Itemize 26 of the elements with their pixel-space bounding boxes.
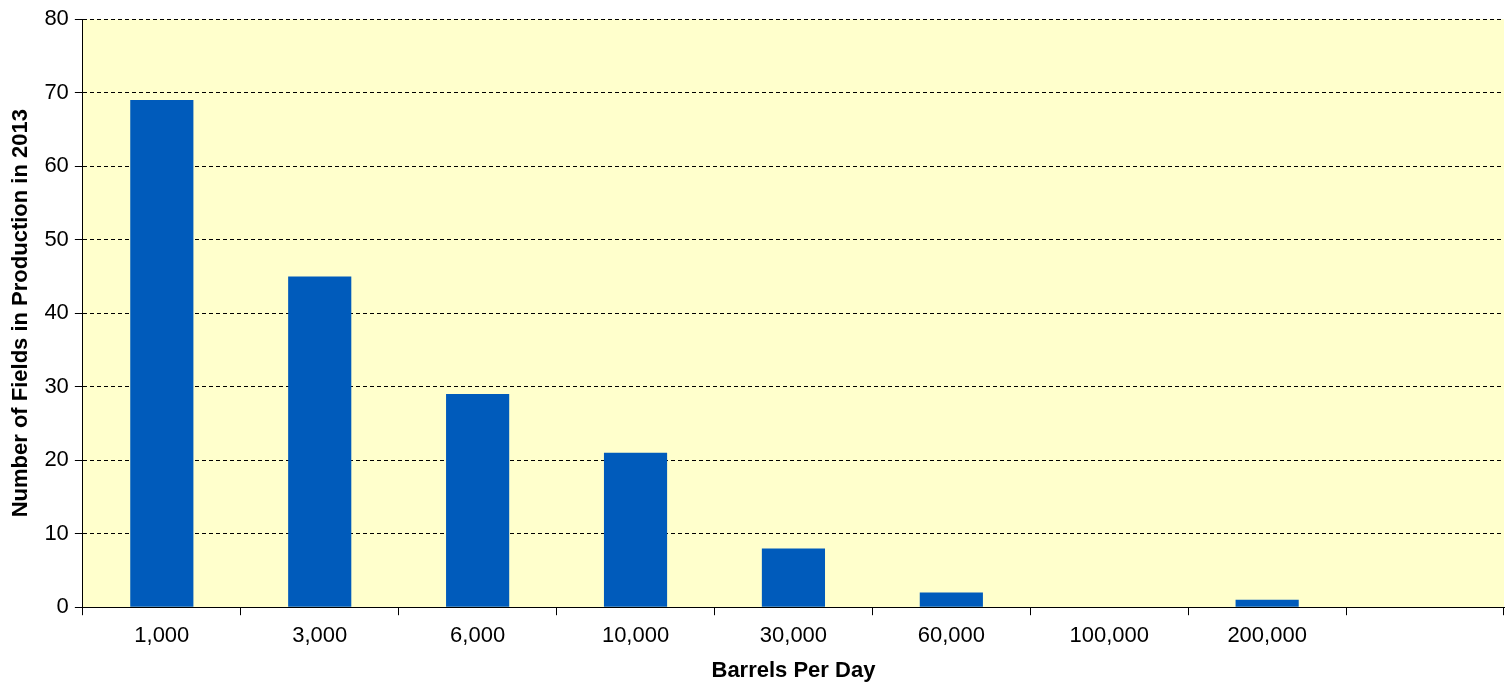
x-tick-label: 3,000 <box>292 622 348 648</box>
y-tick-label: 60 <box>44 152 69 178</box>
y-tick-label: 10 <box>44 519 69 545</box>
y-tick-label: 40 <box>44 299 69 325</box>
x-tick-label: 10,000 <box>601 622 670 648</box>
x-tick-label: 30,000 <box>759 622 828 648</box>
x-axis-title: Barrels Per Day <box>711 656 877 682</box>
y-tick-label: 50 <box>44 225 69 251</box>
x-tick-label: 1,000 <box>134 622 190 648</box>
y-axis-title: Number of Fields in Production in 2013 <box>7 109 33 518</box>
x-tick-label: 6,000 <box>450 622 506 648</box>
bar <box>1235 599 1299 607</box>
y-tick-label: 80 <box>44 5 69 31</box>
bar <box>130 100 194 607</box>
bar <box>761 548 826 607</box>
y-tick-label: 30 <box>44 372 69 398</box>
x-tick-label: 60,000 <box>917 622 985 648</box>
bar <box>919 592 983 607</box>
y-tick-label: 20 <box>44 446 69 472</box>
bar <box>288 276 352 607</box>
y-tick-label: 70 <box>44 78 69 104</box>
x-tick-label: 200,000 <box>1227 622 1307 648</box>
x-tick-label: 100,000 <box>1069 622 1150 648</box>
bar <box>446 394 510 607</box>
bar <box>603 452 668 607</box>
y-tick-label: 0 <box>56 593 69 619</box>
